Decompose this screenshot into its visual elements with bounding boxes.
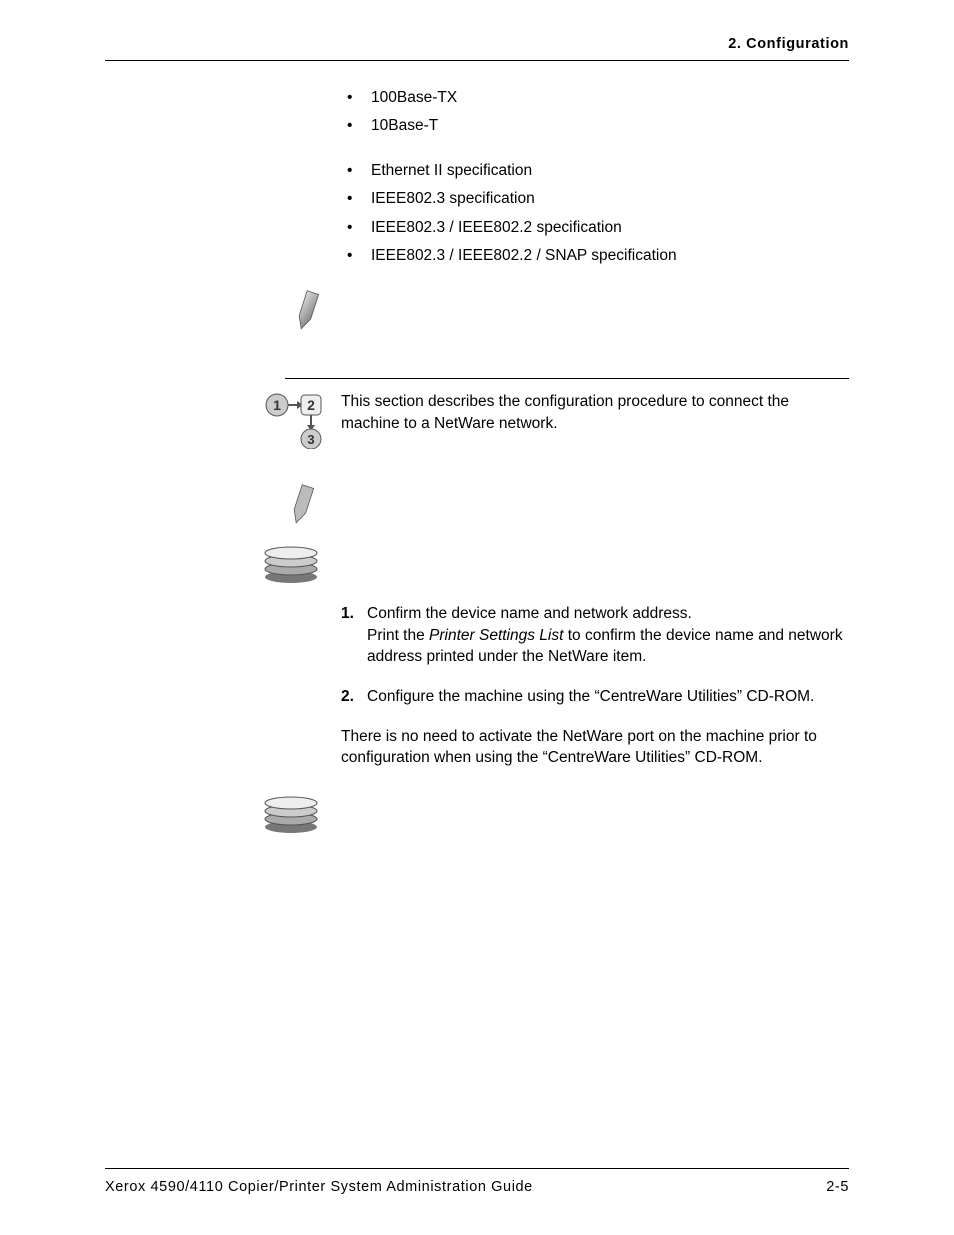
step-line: Print the	[367, 627, 429, 644]
step-text: Confirm the device name and network addr…	[367, 603, 849, 668]
interface-list: 100Base-TX 10Base-T	[343, 87, 849, 138]
reference-row-1	[261, 541, 849, 585]
list-item: 100Base-TX	[343, 87, 849, 109]
page-header: 2. Configuration	[105, 36, 849, 61]
svg-text:3: 3	[307, 432, 314, 447]
svg-text:2: 2	[307, 397, 315, 413]
reference-row-2	[261, 791, 849, 835]
list-item: Ethernet II specification	[343, 160, 849, 182]
footer-left: Xerox 4590/4110 Copier/Printer System Ad…	[105, 1179, 533, 1195]
pencil-icon-2-wrap	[290, 484, 849, 531]
step-number: 1.	[341, 603, 367, 668]
list-item: 10Base-T	[343, 115, 849, 137]
list-item: IEEE802.3 / IEEE802.2 specification	[343, 217, 849, 239]
step-text: Configure the machine using the “CentreW…	[367, 686, 814, 708]
steps-icon: 1 2 3	[263, 391, 327, 454]
frame-type-list: Ethernet II specification IEEE802.3 spec…	[343, 160, 849, 268]
bullet-lists: 100Base-TX 10Base-T Ethernet II specific…	[343, 87, 849, 268]
step-line-italic: Printer Settings List	[429, 627, 563, 644]
section-intro-text: This section describes the configuration…	[341, 391, 821, 434]
note-paragraph: There is no need to activate the NetWare…	[341, 726, 849, 769]
books-icon	[261, 541, 321, 585]
list-item: IEEE802.3 specification	[343, 188, 849, 210]
list-item: IEEE802.3 / IEEE802.2 / SNAP specificati…	[343, 245, 849, 267]
section-intro-row: 1 2 3 This section describes the configu…	[105, 391, 849, 454]
footer-right: 2-5	[826, 1179, 849, 1195]
books-icon	[261, 791, 321, 835]
step-2: 2. Configure the machine using the “Cent…	[341, 686, 849, 708]
step-number: 2.	[341, 686, 367, 708]
pencil-icon	[290, 484, 316, 526]
step-line: Confirm the device name and network addr…	[367, 605, 692, 622]
step-1: 1. Confirm the device name and network a…	[341, 603, 849, 668]
page-footer: Xerox 4590/4110 Copier/Printer System Ad…	[105, 1168, 849, 1195]
note-block	[295, 290, 849, 332]
svg-text:1: 1	[273, 397, 281, 413]
section-divider	[285, 378, 849, 379]
pencil-icon	[295, 290, 321, 332]
page-content: 100Base-TX 10Base-T Ethernet II specific…	[105, 87, 849, 1168]
